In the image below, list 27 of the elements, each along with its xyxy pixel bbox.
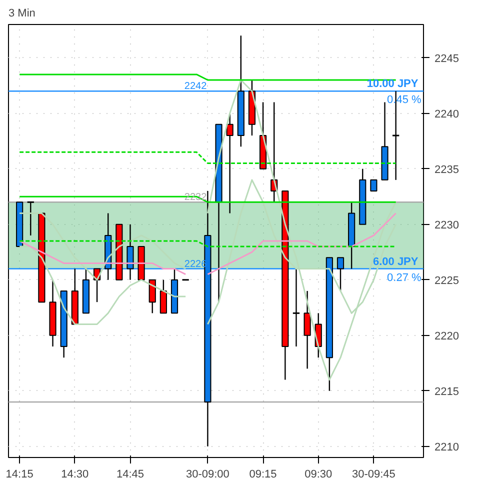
y-tick-label: 2220 bbox=[434, 330, 459, 342]
candlestick bbox=[370, 179, 378, 192]
y-tick-label: 2240 bbox=[434, 108, 459, 120]
y-tick-label: 2235 bbox=[434, 164, 459, 176]
candlestick bbox=[292, 268, 300, 348]
ref-line-label: 2242 bbox=[184, 81, 208, 92]
candlestick bbox=[304, 290, 311, 370]
chart-title: 3 Min bbox=[8, 8, 36, 20]
annotation: 6.00 JPY 0.27 % bbox=[372, 256, 422, 284]
x-tick-label: 30-09:45 bbox=[352, 468, 396, 480]
x-tick-label: 09:30 bbox=[304, 468, 332, 480]
y-tick-label: 2215 bbox=[434, 386, 459, 398]
y-tick-label: 2245 bbox=[434, 52, 459, 65]
y-tick-label: 2210 bbox=[434, 441, 459, 454]
candlestick bbox=[336, 257, 344, 292]
candlestick bbox=[26, 201, 35, 236]
candlestick bbox=[226, 112, 234, 214]
x-tick-label: 14:45 bbox=[116, 468, 144, 480]
x-tick-label: 14:30 bbox=[61, 468, 89, 480]
x-tick-label: 30-09:00 bbox=[186, 468, 230, 480]
candlestick bbox=[148, 279, 156, 314]
x-tick-label: 14:15 bbox=[6, 468, 34, 480]
candlestick bbox=[126, 224, 134, 280]
x-tick-label: 09:15 bbox=[249, 468, 277, 480]
y-tick-label: 2230 bbox=[434, 219, 459, 232]
y-tick-label: 2225 bbox=[434, 274, 459, 287]
candlestick bbox=[160, 279, 167, 314]
